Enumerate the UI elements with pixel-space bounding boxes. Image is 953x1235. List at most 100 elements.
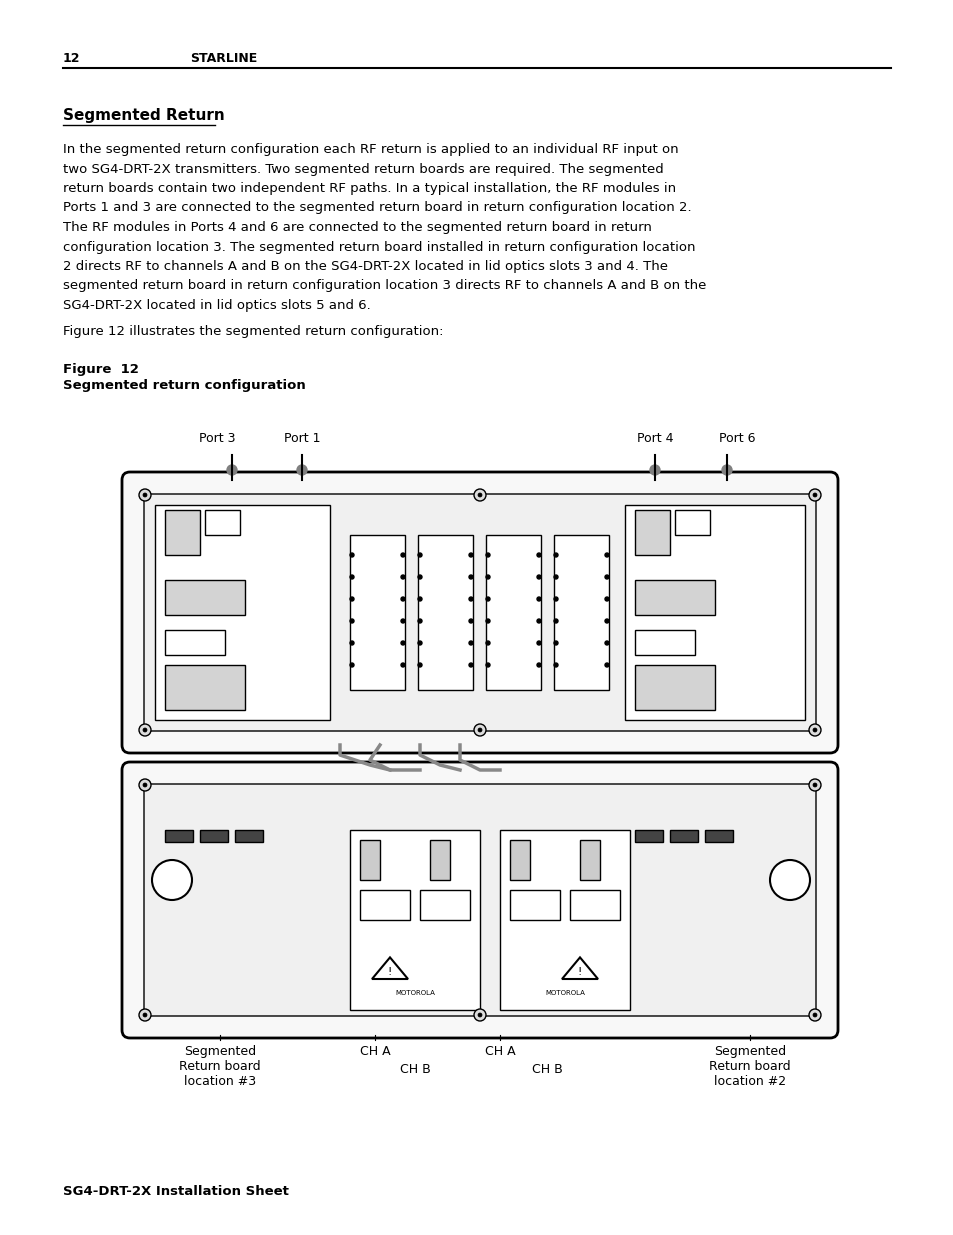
Bar (234, 830, 263, 842)
Text: In the segmented return configuration each RF return is applied to an individual: In the segmented return configuration ea… (63, 143, 678, 156)
Text: Ports 1 and 3 are connected to the segmented return board in return configuratio: Ports 1 and 3 are connected to the segme… (63, 201, 691, 215)
Circle shape (554, 597, 558, 601)
Bar (554, 535, 608, 690)
Text: Segmented
Return board
location #3: Segmented Return board location #3 (179, 1045, 260, 1088)
Text: Segmented Return: Segmented Return (63, 107, 225, 124)
Circle shape (417, 576, 421, 579)
Circle shape (474, 724, 485, 736)
FancyBboxPatch shape (122, 472, 837, 753)
Circle shape (812, 1013, 816, 1016)
Circle shape (537, 576, 540, 579)
Circle shape (143, 727, 147, 732)
Circle shape (485, 597, 490, 601)
FancyBboxPatch shape (144, 494, 815, 731)
Bar (569, 890, 619, 920)
Circle shape (350, 597, 354, 601)
Polygon shape (372, 957, 408, 979)
Circle shape (537, 553, 540, 557)
Circle shape (485, 553, 490, 557)
Bar (350, 535, 405, 690)
Bar (205, 510, 240, 535)
Circle shape (400, 619, 405, 622)
Circle shape (812, 783, 816, 787)
Circle shape (400, 597, 405, 601)
FancyBboxPatch shape (122, 762, 837, 1037)
Circle shape (139, 489, 151, 501)
Bar (165, 580, 245, 615)
Circle shape (604, 597, 608, 601)
Circle shape (604, 576, 608, 579)
Circle shape (812, 493, 816, 496)
Text: return boards contain two independent RF paths. In a typical installation, the R: return boards contain two independent RF… (63, 182, 676, 195)
Text: Port 1: Port 1 (283, 432, 320, 445)
Circle shape (417, 597, 421, 601)
Circle shape (143, 493, 147, 496)
Circle shape (296, 466, 307, 475)
Bar (635, 630, 695, 655)
Text: CH A: CH A (359, 1045, 390, 1058)
Circle shape (227, 466, 236, 475)
Text: segmented return board in return configuration location 3 directs RF to channels: segmented return board in return configu… (63, 279, 705, 293)
Bar (200, 830, 228, 842)
Bar (154, 505, 330, 720)
Bar (165, 630, 225, 655)
Bar (417, 535, 473, 690)
Circle shape (400, 576, 405, 579)
Circle shape (469, 619, 473, 622)
Text: 2 directs RF to channels A and B on the SG4-DRT-2X located in lid optics slots 3: 2 directs RF to channels A and B on the … (63, 261, 667, 273)
Circle shape (604, 553, 608, 557)
Circle shape (350, 553, 354, 557)
Circle shape (350, 576, 354, 579)
Text: SG4-DRT-2X Installation Sheet: SG4-DRT-2X Installation Sheet (63, 1186, 289, 1198)
Text: Figure 12 illustrates the segmented return configuration:: Figure 12 illustrates the segmented retu… (63, 325, 443, 337)
Polygon shape (561, 957, 598, 979)
Text: Port 6: Port 6 (718, 432, 755, 445)
Bar (704, 830, 732, 842)
Circle shape (139, 724, 151, 736)
Text: two SG4-DRT-2X transmitters. Two segmented return boards are required. The segme: two SG4-DRT-2X transmitters. Two segment… (63, 163, 663, 175)
Circle shape (469, 597, 473, 601)
Circle shape (417, 641, 421, 645)
Circle shape (469, 576, 473, 579)
Circle shape (417, 663, 421, 667)
Circle shape (554, 641, 558, 645)
Text: STARLINE: STARLINE (190, 52, 257, 65)
Circle shape (469, 553, 473, 557)
Text: SG4-DRT-2X located in lid optics slots 5 and 6.: SG4-DRT-2X located in lid optics slots 5… (63, 299, 371, 312)
Bar (350, 830, 479, 1010)
Circle shape (417, 553, 421, 557)
Text: Figure  12: Figure 12 (63, 363, 139, 375)
Circle shape (554, 663, 558, 667)
Bar (510, 890, 559, 920)
Text: CH A: CH A (484, 1045, 515, 1058)
Circle shape (477, 1013, 481, 1016)
Circle shape (350, 641, 354, 645)
Bar (624, 505, 804, 720)
Circle shape (604, 619, 608, 622)
Circle shape (812, 727, 816, 732)
Text: CH B: CH B (531, 1063, 561, 1076)
Circle shape (537, 619, 540, 622)
Bar (510, 840, 530, 881)
Bar (675, 510, 709, 535)
Bar (165, 510, 200, 555)
Circle shape (143, 1013, 147, 1016)
Bar (430, 840, 450, 881)
Circle shape (554, 619, 558, 622)
Circle shape (769, 860, 809, 900)
Circle shape (400, 553, 405, 557)
Circle shape (350, 619, 354, 622)
Text: !: ! (388, 967, 392, 977)
Circle shape (808, 724, 821, 736)
Circle shape (139, 1009, 151, 1021)
Text: The RF modules in Ports 4 and 6 are connected to the segmented return board in r: The RF modules in Ports 4 and 6 are conn… (63, 221, 651, 233)
Text: MOTOROLA: MOTOROLA (544, 990, 584, 995)
Circle shape (417, 619, 421, 622)
Circle shape (485, 619, 490, 622)
Text: Port 3: Port 3 (198, 432, 235, 445)
Bar (499, 830, 629, 1010)
Bar (165, 664, 245, 710)
Circle shape (808, 1009, 821, 1021)
Bar (635, 510, 669, 555)
Circle shape (554, 553, 558, 557)
